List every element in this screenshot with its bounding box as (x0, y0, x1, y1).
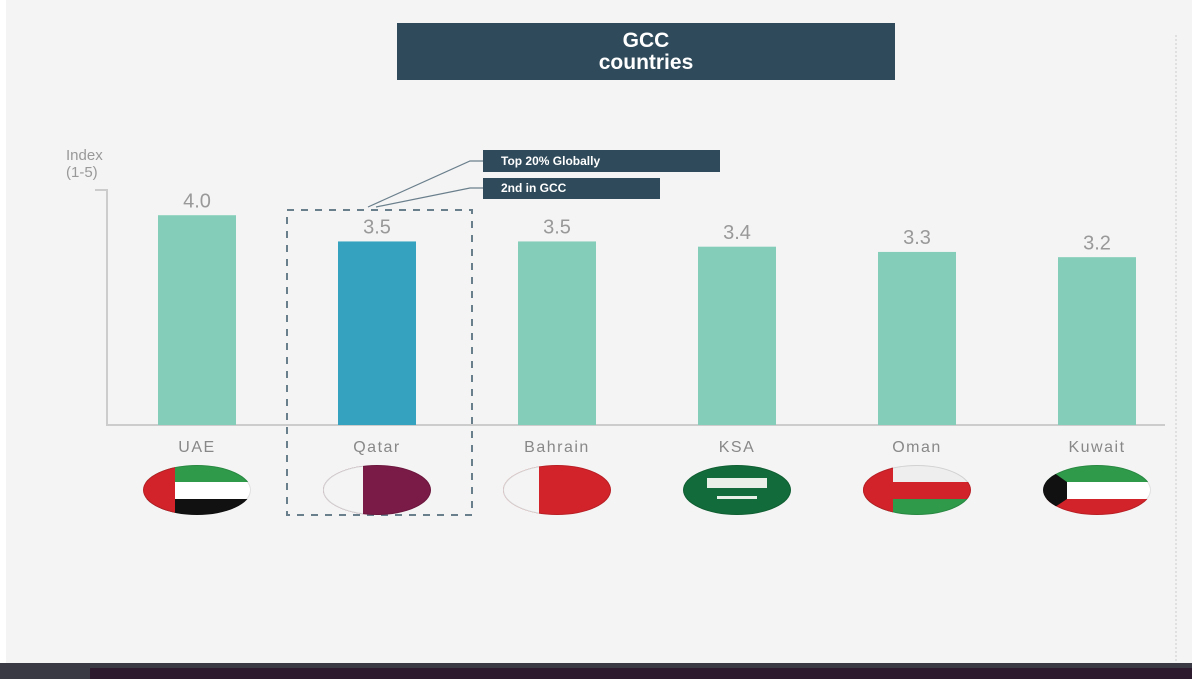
value-label: 3.5 (543, 217, 571, 239)
x-tick-label: KSA (719, 439, 756, 456)
value-label: 4.0 (183, 191, 211, 213)
value-label: 3.2 (1083, 232, 1111, 254)
leader-line (367, 160, 483, 208)
x-tick-label: Oman (892, 439, 942, 456)
annotation-box (483, 150, 720, 172)
flag-part (717, 496, 757, 499)
y-axis-label: Index (1-5) (66, 147, 103, 181)
bar (878, 251, 956, 425)
x-tick-label: UAE (178, 439, 215, 456)
flag-part (1043, 465, 1151, 482)
flag (323, 465, 431, 515)
chart-title: GCC countries (397, 23, 895, 80)
bar (338, 241, 416, 425)
bar (1058, 257, 1136, 425)
flag (1043, 465, 1151, 515)
flag-part (503, 465, 539, 515)
value-label: 3.4 (723, 222, 751, 244)
highlight-box (286, 209, 473, 516)
bar (158, 215, 236, 425)
x-tick-label: Kuwait (1068, 439, 1125, 456)
footer-strip (90, 668, 1192, 679)
flag-part (323, 465, 363, 515)
annotation-box (483, 178, 660, 199)
flag-part (863, 465, 893, 515)
flag-part (1043, 482, 1151, 499)
x-tick-label: Qatar (353, 439, 401, 456)
annotation: Top 20% Globally (501, 154, 600, 168)
value-label: 3.5 (363, 217, 391, 239)
value-label: 3.3 (903, 227, 931, 249)
flag (863, 465, 971, 515)
axis (95, 189, 1165, 426)
flag-part (707, 478, 767, 488)
flag-part (683, 465, 791, 515)
bar (518, 241, 596, 425)
flag (503, 465, 611, 515)
flag (143, 465, 251, 515)
left-margin (0, 0, 6, 679)
flag-part (1043, 499, 1151, 515)
flag (683, 465, 791, 515)
x-tick-label: Bahrain (524, 439, 590, 456)
annotation: 2nd in GCC (501, 181, 567, 195)
bar (698, 246, 776, 425)
leader-line (375, 187, 483, 208)
